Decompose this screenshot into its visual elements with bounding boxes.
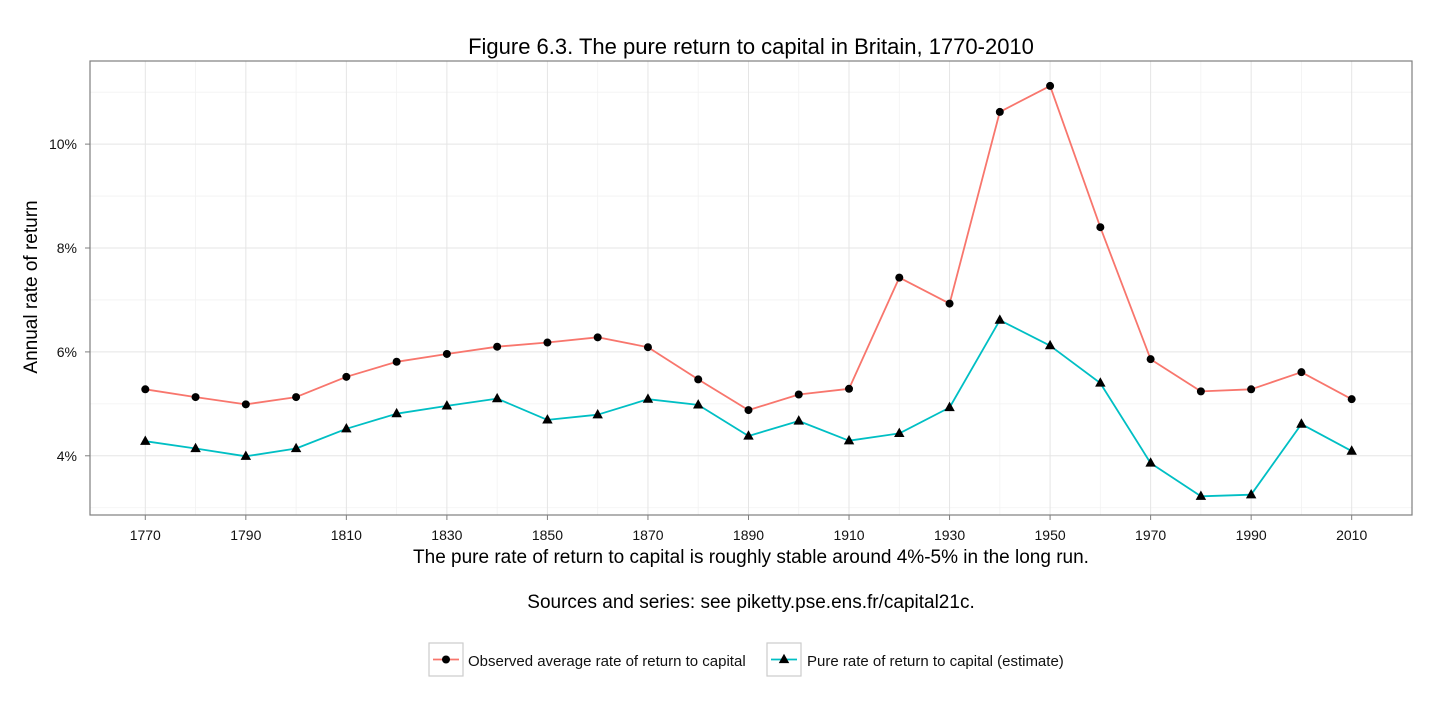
data-point-circle (895, 273, 904, 282)
data-point-circle (1297, 368, 1306, 377)
data-point-circle (1046, 81, 1055, 90)
x-tick-label: 1910 (833, 527, 864, 543)
data-point-triangle (240, 450, 252, 460)
data-point-triangle (140, 435, 151, 445)
x-tick-label: 1990 (1236, 527, 1267, 543)
data-point-circle (342, 372, 351, 381)
data-point-circle (543, 338, 552, 347)
data-point-circle (1196, 387, 1205, 396)
data-point-triangle (994, 314, 1006, 324)
data-point-triangle (944, 401, 955, 412)
data-point-triangle (190, 442, 201, 453)
data-point-triangle (1346, 445, 1357, 455)
data-point-triangle (793, 415, 804, 425)
data-point-triangle (1145, 457, 1156, 467)
x-tick-label: 2010 (1336, 527, 1367, 543)
data-point-circle (995, 107, 1004, 116)
data-point-triangle (542, 414, 553, 424)
x-tick-label: 1890 (733, 527, 764, 543)
y-tick-label: 6% (57, 344, 77, 360)
legend-label: Observed average rate of return to capit… (468, 653, 746, 670)
data-point-triangle (341, 422, 352, 433)
y-tick-label: 10% (49, 136, 77, 152)
chart-title: Figure 6.3. The pure return to capital i… (468, 34, 1034, 59)
data-point-circle (191, 393, 200, 402)
legend-marker-triangle (778, 653, 790, 664)
data-point-circle (845, 384, 854, 393)
data-point-circle (1146, 355, 1155, 364)
x-tick-label: 1850 (532, 527, 563, 543)
x-tick-label: 1930 (934, 527, 965, 543)
data-point-circle (241, 400, 250, 409)
data-point-triangle (743, 430, 754, 440)
axes: 1770 1790 1810 1830 1850 1870 1890 1910 1930 1950… (49, 60, 1413, 543)
data-point-circle (1347, 395, 1356, 404)
source-caption: Sources and series: see piketty.pse.ens.… (527, 592, 974, 613)
data-series (140, 81, 1357, 500)
x-tick-label: 1870 (632, 527, 663, 543)
data-point-circle (141, 385, 150, 394)
data-point-circle (1247, 385, 1256, 394)
plot-panel-border (89, 60, 1413, 516)
y-tick-label: 4% (57, 448, 77, 464)
data-point-triangle (491, 392, 503, 403)
data-point-circle (945, 299, 954, 308)
x-tick-label: 1790 (230, 527, 261, 543)
data-point-circle (794, 390, 803, 399)
y-tick-label: 8% (57, 240, 77, 256)
data-point-circle (694, 375, 703, 384)
data-point-triangle (290, 442, 302, 453)
data-point-circle (1096, 223, 1105, 232)
data-point-circle (392, 357, 401, 366)
data-point-triangle (592, 408, 603, 419)
legend: Observed average rate of return to capit… (428, 642, 1064, 677)
x-axis-label: The pure rate of return to capital is ro… (413, 547, 1089, 568)
data-point-circle (593, 333, 602, 342)
data-point-circle (643, 343, 652, 352)
data-point-circle (493, 342, 502, 351)
legend-label: Pure rate of return to capital (estimate… (807, 653, 1064, 670)
data-point-triangle (642, 393, 654, 403)
legend-marker-circle (442, 655, 450, 664)
data-point-triangle (391, 407, 402, 418)
x-tick-label: 1950 (1035, 527, 1066, 543)
data-point-triangle (1044, 339, 1056, 350)
x-tick-label: 1970 (1135, 527, 1166, 543)
y-axis-label: Annual rate of return (21, 200, 42, 373)
data-point-triangle (894, 427, 905, 438)
data-point-triangle (1296, 418, 1307, 428)
data-point-triangle (693, 399, 704, 409)
data-point-triangle (1095, 377, 1106, 387)
data-point-triangle (1195, 490, 1207, 500)
data-point-triangle (1245, 488, 1257, 499)
data-point-triangle (843, 434, 855, 445)
x-tick-label: 1810 (331, 527, 362, 543)
grid-lines (90, 61, 1412, 515)
data-point-circle (744, 406, 753, 415)
data-point-circle (292, 393, 301, 402)
x-tick-label: 1770 (130, 527, 161, 543)
data-point-triangle (441, 400, 453, 410)
x-tick-label: 1830 (431, 527, 462, 543)
data-point-circle (442, 349, 451, 358)
